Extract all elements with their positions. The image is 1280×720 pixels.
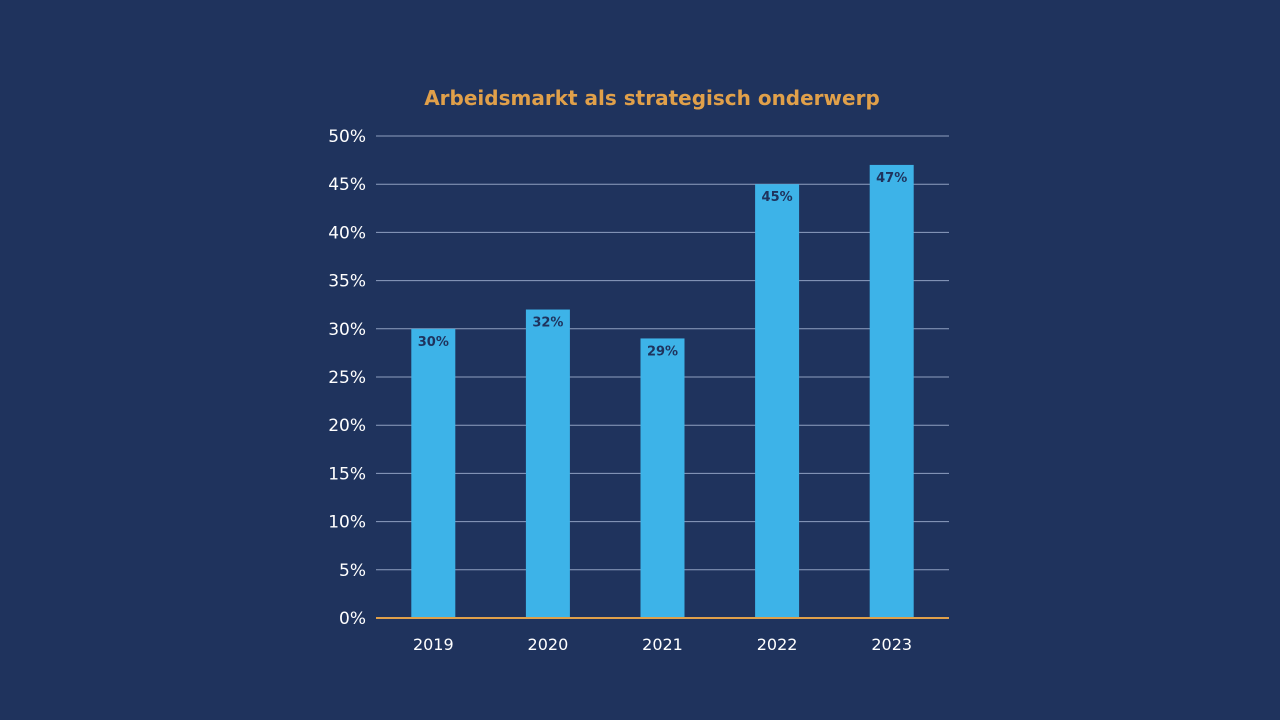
x-tick-label: 2022: [757, 635, 798, 654]
y-tick-label: 40%: [328, 223, 366, 243]
x-tick-label: 2021: [642, 635, 683, 654]
data-label: 32%: [532, 316, 563, 331]
x-tick-label: 2023: [871, 635, 912, 654]
data-label: 47%: [876, 171, 907, 186]
y-tick-label: 20%: [328, 416, 366, 436]
chart-title: Arbeidsmarkt als strategisch onderwerp: [424, 86, 880, 110]
y-tick-label: 15%: [328, 464, 366, 484]
x-tick-label: 2019: [413, 635, 454, 654]
data-label: 29%: [647, 344, 678, 359]
y-tick-label: 5%: [339, 561, 366, 581]
y-tick-label: 0%: [339, 609, 366, 629]
y-axis-ticks: 0% 5% 10% 15% 20% 25% 30% 35% 40% 45% 50%: [328, 127, 366, 629]
data-label: 30%: [418, 335, 449, 350]
y-tick-label: 50%: [328, 127, 366, 147]
bar-2019: [411, 328, 456, 618]
y-tick-label: 30%: [328, 320, 366, 340]
x-tick-label: 2020: [528, 635, 569, 654]
y-tick-label: 10%: [328, 513, 366, 533]
y-tick-label: 25%: [328, 368, 366, 388]
bars: 30% 32% 29% 45% 47%: [411, 164, 914, 619]
bar-2022: [755, 184, 800, 618]
x-axis-ticks: 2019 2020 2021 2022 2023: [413, 635, 912, 654]
y-tick-label: 45%: [328, 175, 366, 195]
y-tick-label: 35%: [328, 272, 366, 292]
data-label: 45%: [762, 190, 793, 205]
bar-2023: [869, 164, 914, 619]
bar-2020: [525, 309, 570, 618]
bar-2021: [640, 338, 685, 618]
